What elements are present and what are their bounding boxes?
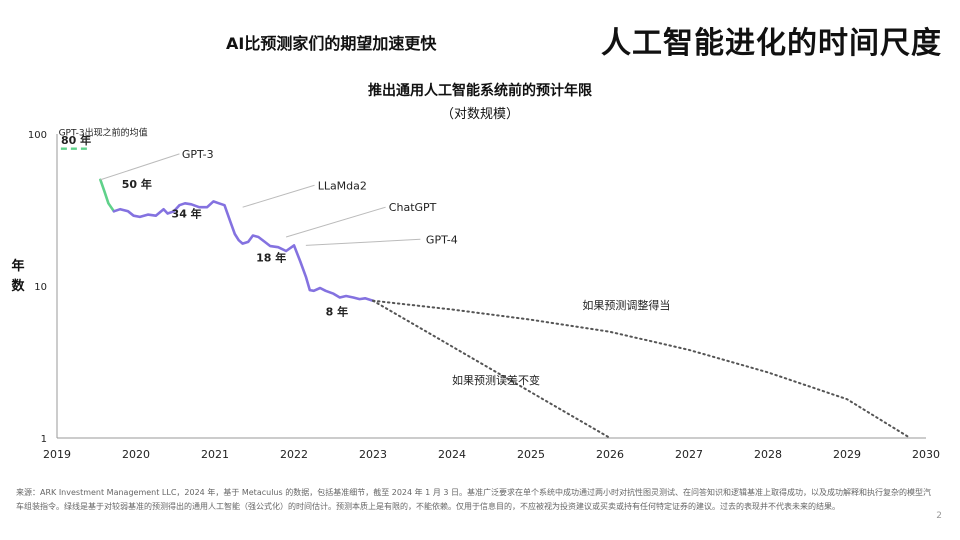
annotation-label: ChatGPT [389,201,437,214]
x-tick-label: 2024 [438,448,466,461]
series-line-3 [372,299,611,439]
x-tick-label: 2028 [754,448,782,461]
x-tick-label: 2030 [912,448,940,461]
y-axis-label-char: 年 [11,258,24,274]
footnote: 来源：ARK Investment Management LLC，2024 年，… [16,488,931,511]
x-tick-label: 2023 [359,448,387,461]
y-tick-label: 10 [34,282,47,293]
annotation-label: GPT-3出现之前的均值 [59,126,148,138]
x-tick-label: 2019 [43,448,71,461]
annotation-label: 50 年 [122,177,152,191]
x-tick-label: 2029 [833,448,861,461]
page-subtitle: AI比预测家们的期望加速更快 [226,34,437,53]
y-tick-label: 1 [41,434,47,445]
annotation-label: 18 年 [256,250,286,264]
x-tick-label: 2021 [201,448,229,461]
annotation-label: GPT-3 [182,148,214,161]
x-tick-label: 2022 [280,448,308,461]
annotation-label: 80 年 [61,133,91,147]
page-title: 人工智能进化的时间尺度 [601,26,942,61]
x-tick-label: 2025 [517,448,545,461]
annotation-label: 如果预测误差不变 [452,373,540,387]
x-tick-label: 2020 [122,448,150,461]
y-axis-label-char: 数 [11,278,25,294]
annotation-leader-line [242,184,315,208]
chart-title: 推出通用人工智能系统前的预计年限 [368,83,592,99]
annotation-label: 34 年 [172,206,202,220]
x-tick-label: 2027 [675,448,703,461]
series-line-0 [99,178,116,213]
annotation-leader-line [285,206,386,238]
annotation-label: 如果预测调整得当 [582,298,670,312]
x-tick-label: 2026 [596,448,624,461]
annotation-label: LLaMda2 [318,179,367,192]
chart-subtitle: （对数规模） [440,107,519,122]
annotation-leader-line [305,238,421,246]
annotation-label: GPT-4 [426,233,458,246]
page-number: 2 [936,511,942,521]
series-line-1 [112,200,375,303]
y-tick-label: 100 [28,130,47,141]
annotation-leader-line [100,153,180,181]
series-line-2 [372,299,912,439]
annotation-label: 8 年 [326,304,348,318]
